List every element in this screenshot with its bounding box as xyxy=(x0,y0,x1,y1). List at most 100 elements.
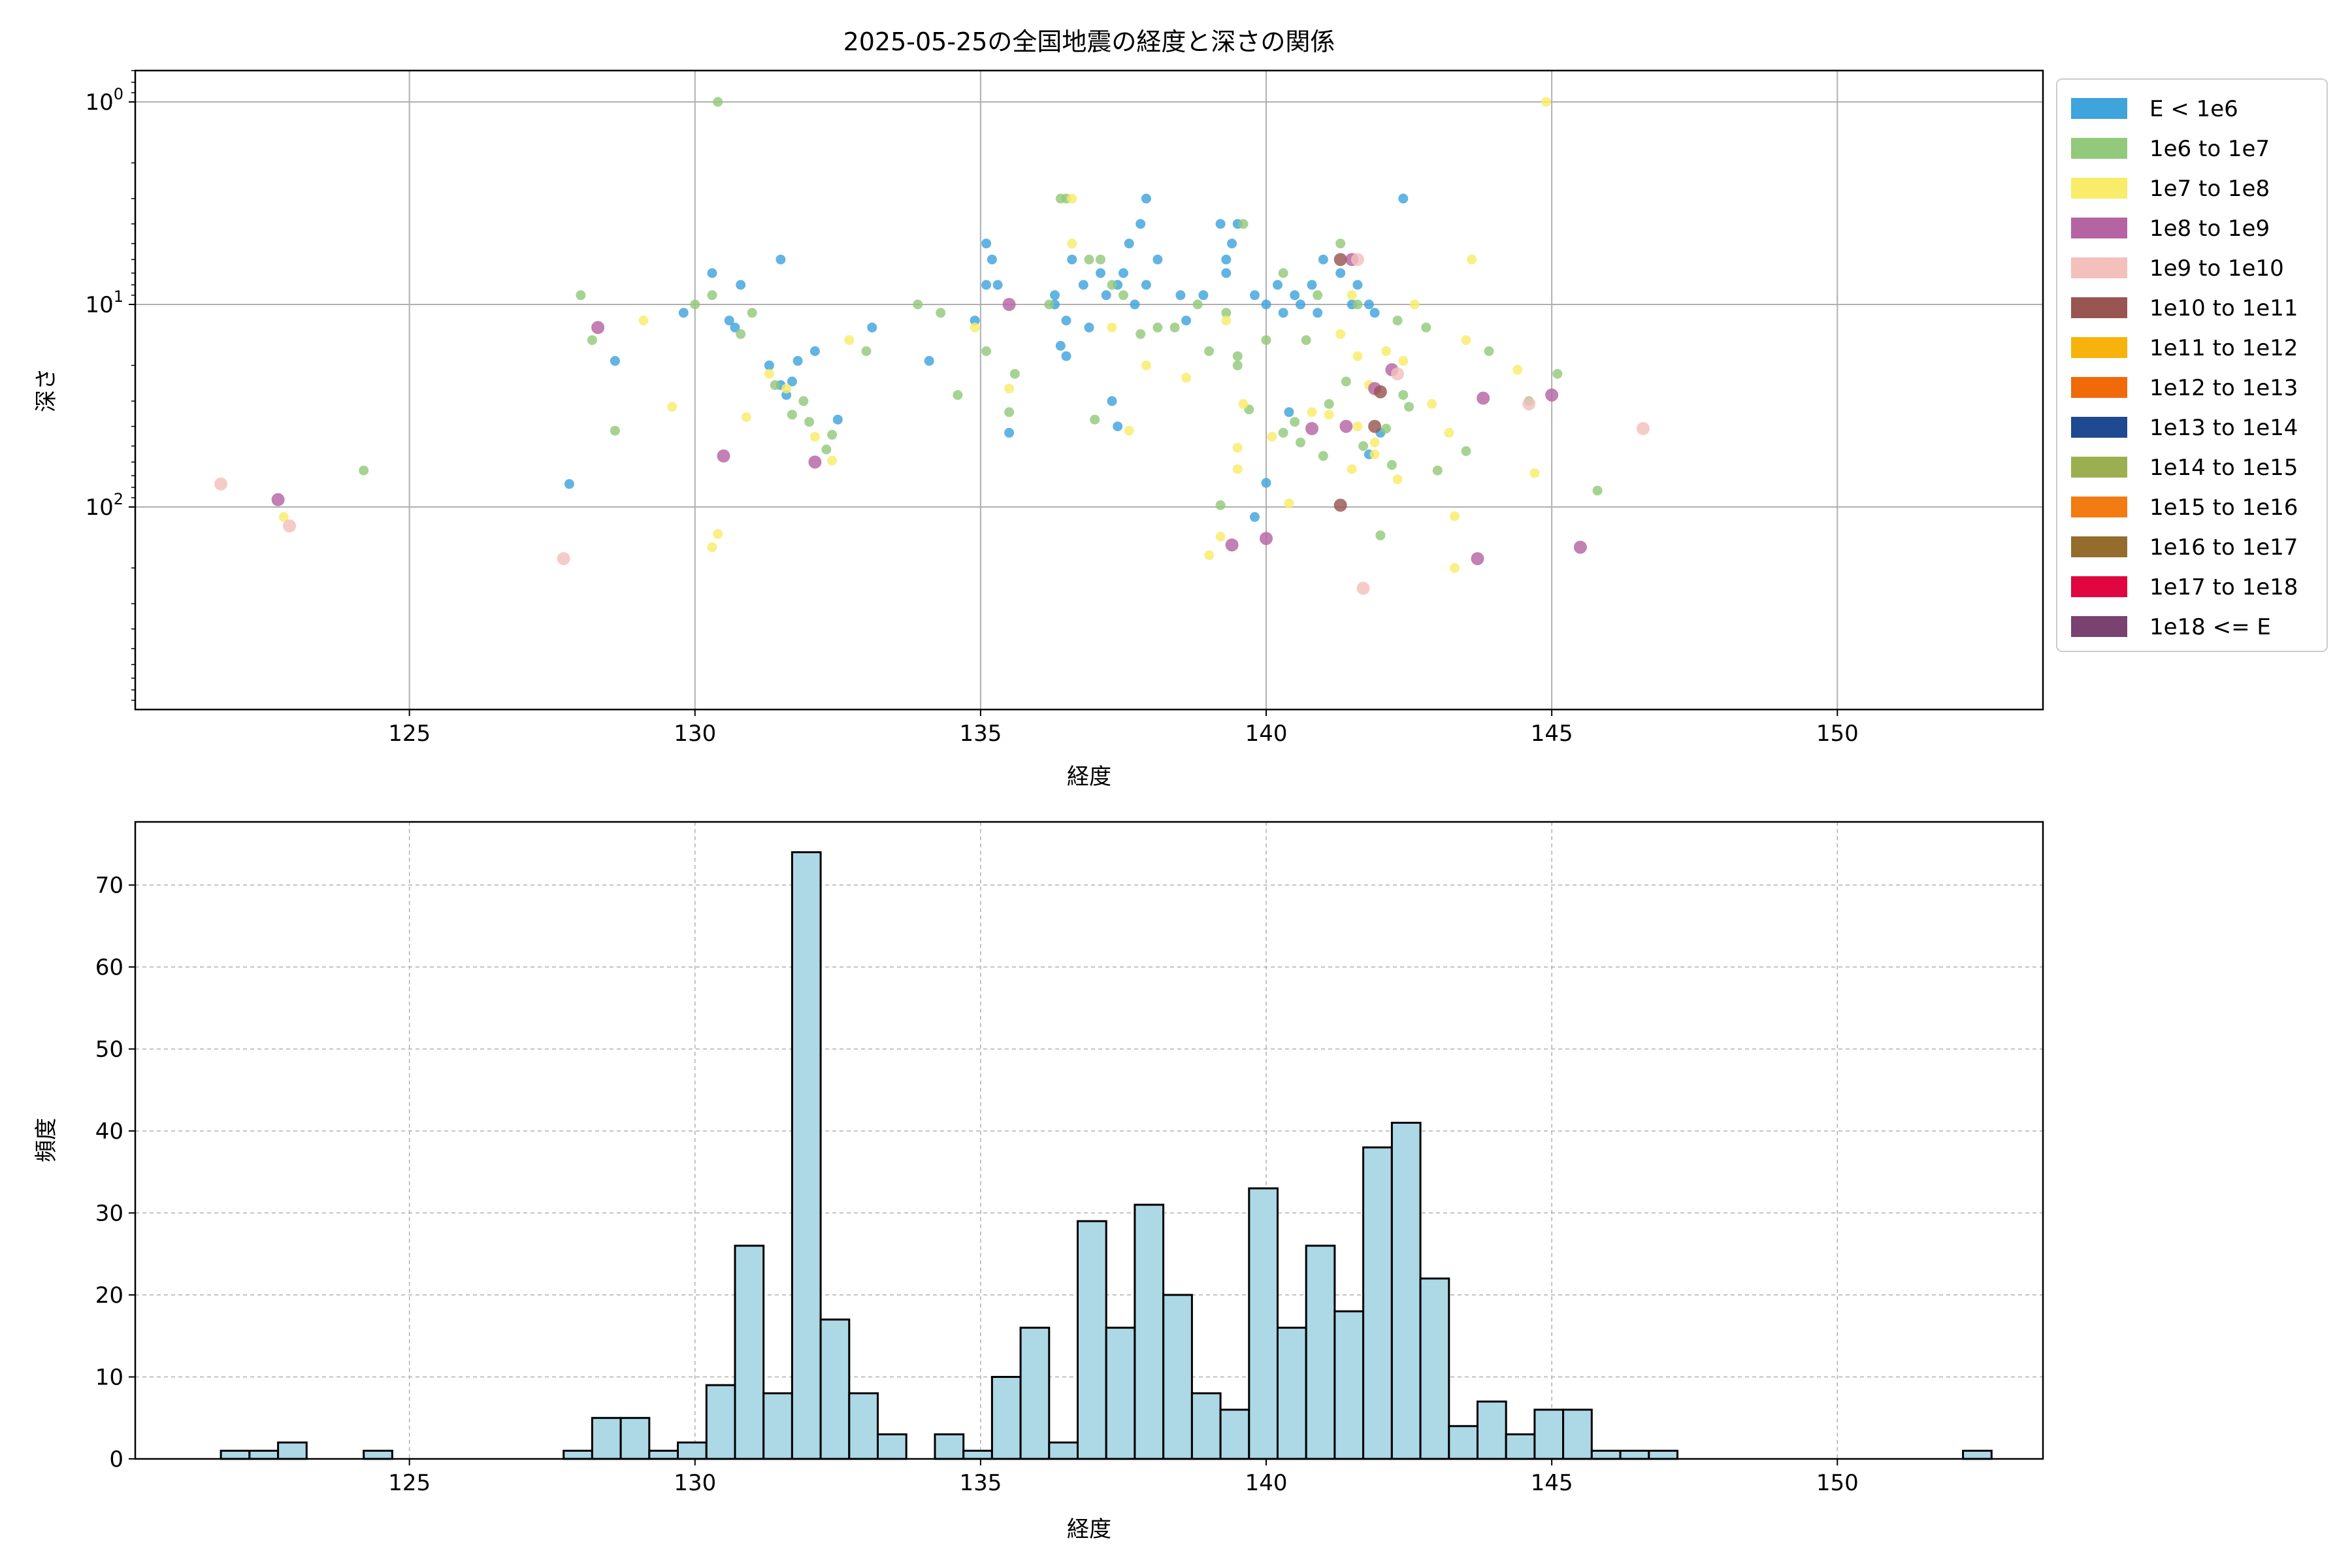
histogram-y-tick-label: 20 xyxy=(95,1282,123,1309)
scatter-point xyxy=(741,412,751,422)
scatter-point xyxy=(1356,581,1370,595)
scatter-point xyxy=(1067,254,1077,265)
scatter-point xyxy=(736,329,746,339)
histogram-y-tick-label: 60 xyxy=(95,955,123,981)
legend-entry-label: 1e6 to 1e7 xyxy=(2149,136,2270,162)
scatter-point xyxy=(1061,351,1071,361)
histogram-bar xyxy=(277,1441,308,1460)
scatter-x-tick-label: 145 xyxy=(1531,721,1573,747)
scatter-point xyxy=(1232,464,1243,474)
scatter-point xyxy=(576,290,586,301)
scatter-point xyxy=(981,346,992,356)
scatter-point xyxy=(1181,316,1192,326)
scatter-point xyxy=(1181,372,1192,383)
scatter-point xyxy=(564,479,574,489)
scatter-point xyxy=(591,321,605,335)
histogram-bar xyxy=(1077,1220,1107,1460)
scatter-point xyxy=(1364,299,1374,310)
scatter-point xyxy=(1141,360,1151,370)
scatter-point xyxy=(844,335,855,346)
scatter-point xyxy=(1141,280,1151,290)
legend-entry-label: E < 1e6 xyxy=(2149,96,2238,122)
histogram-bar xyxy=(1590,1450,1622,1460)
scatter-point xyxy=(1573,540,1587,554)
scatter-point xyxy=(1512,365,1523,375)
scatter-point xyxy=(832,414,843,425)
histogram-bar xyxy=(848,1392,879,1460)
histogram-bar xyxy=(705,1384,736,1460)
histogram-y-tick-label: 40 xyxy=(95,1119,123,1145)
scatter-point xyxy=(1215,219,1226,229)
scatter-point xyxy=(610,425,620,436)
legend-swatch xyxy=(2071,576,2127,597)
histogram-bar xyxy=(1219,1409,1250,1460)
histogram-x-tick-label: 140 xyxy=(1245,1470,1288,1496)
scatter-point xyxy=(1335,329,1346,339)
scatter-point xyxy=(764,368,774,379)
scatter-point xyxy=(809,346,820,356)
scatter-point xyxy=(1324,410,1334,420)
scatter-point xyxy=(1301,335,1311,346)
scatter-point xyxy=(1341,376,1351,387)
histogram-bar xyxy=(1562,1409,1593,1460)
scatter-point xyxy=(1592,485,1603,496)
histogram-bar xyxy=(819,1318,851,1460)
scatter-point xyxy=(283,519,296,532)
scatter-point xyxy=(271,493,285,506)
scatter-point xyxy=(1350,253,1364,267)
scatter-point xyxy=(1391,367,1405,381)
scatter-point xyxy=(1375,530,1386,540)
scatter-point xyxy=(1124,238,1134,249)
scatter-point xyxy=(1261,299,1271,310)
scatter-frame xyxy=(134,69,2044,711)
scatter-point xyxy=(1004,427,1015,438)
histogram-bar xyxy=(1134,1203,1165,1460)
scatter-point xyxy=(1204,550,1215,561)
histogram-bar xyxy=(1305,1245,1336,1460)
histogram-bar xyxy=(1362,1146,1393,1460)
scatter-point xyxy=(1352,421,1363,432)
legend-swatch xyxy=(2071,98,2127,119)
scatter-point xyxy=(1381,346,1392,356)
scatter-point xyxy=(1225,538,1239,552)
legend-entry-label: 1e11 to 1e12 xyxy=(2149,335,2298,361)
scatter-point xyxy=(1107,396,1117,406)
scatter-point xyxy=(678,308,689,318)
scatter-point xyxy=(827,455,838,466)
legend-swatch xyxy=(2071,178,2127,199)
scatter-point xyxy=(557,552,570,566)
histogram-bar xyxy=(1505,1433,1536,1460)
histogram-x-tick-label: 150 xyxy=(1816,1470,1859,1496)
scatter-point xyxy=(1409,299,1420,310)
scatter-point xyxy=(1477,391,1490,405)
scatter-point xyxy=(1067,238,1077,249)
scatter-point xyxy=(1215,500,1226,510)
scatter-point xyxy=(1044,299,1054,310)
histogram-x-tick-label: 125 xyxy=(388,1470,431,1496)
histogram-bar xyxy=(1105,1326,1136,1460)
legend-frame xyxy=(2056,78,2328,652)
histogram-bar xyxy=(1019,1326,1051,1460)
scatter-point xyxy=(690,299,700,310)
histogram-y-axis-label: 頻度 xyxy=(33,1118,59,1162)
scatter-point xyxy=(1352,351,1363,361)
scatter-plot-area xyxy=(135,71,2043,710)
legend-swatch xyxy=(2071,297,2127,318)
histogram-bar xyxy=(877,1433,907,1460)
scatter-point xyxy=(1152,254,1163,265)
scatter-point xyxy=(1471,552,1484,566)
scatter-point xyxy=(1450,511,1460,521)
scatter-point xyxy=(787,376,797,387)
scatter-point xyxy=(1260,532,1273,546)
histogram-x-ticks: 125 130 135 140 145 150 xyxy=(388,1459,1859,1496)
histogram-chart: 125 130 135 140 145 150 0 10 20 30 40 50 60 70 経度 頻度 xyxy=(33,821,2044,1543)
scatter-point xyxy=(1335,268,1346,278)
histogram-x-tick-label: 135 xyxy=(959,1470,1002,1496)
legend-entry-label: 1e16 to 1e17 xyxy=(2149,534,2298,561)
histogram-bar xyxy=(990,1376,1022,1460)
histogram-bar xyxy=(934,1433,965,1460)
scatter-y-tick-label: 100 xyxy=(85,85,123,116)
scatter-x-tick-label: 150 xyxy=(1816,721,1859,747)
scatter-point xyxy=(1002,298,1016,311)
